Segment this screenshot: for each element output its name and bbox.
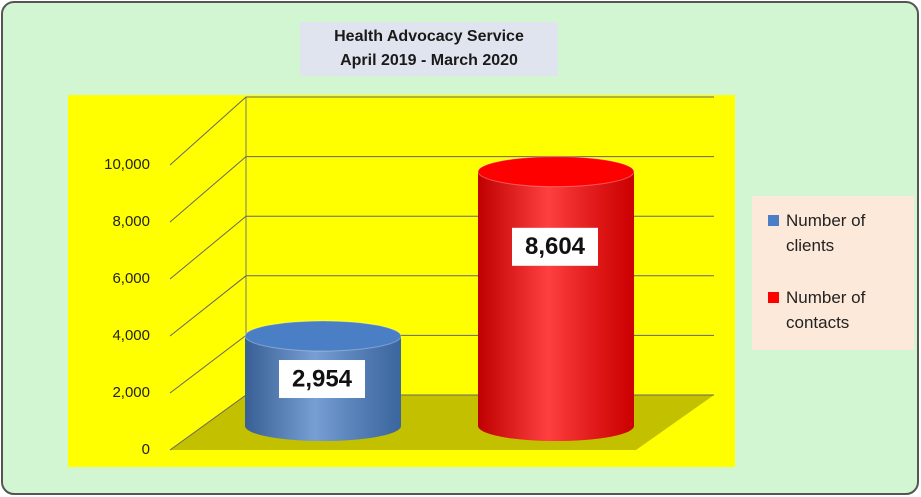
title-box: Health Advocacy Service April 2019 - Mar… bbox=[300, 22, 558, 76]
cylinder-top bbox=[244, 320, 402, 352]
y-tick-label: 6,000 bbox=[112, 270, 150, 287]
cylinder-top bbox=[477, 156, 635, 188]
legend-label: Number of contacts bbox=[786, 288, 866, 332]
data-label-box bbox=[279, 360, 365, 399]
chart-subtitle: April 2019 - March 2020 bbox=[340, 52, 518, 69]
legend: Number of clients Number of contacts bbox=[752, 196, 914, 350]
y-tick-label: 10,000 bbox=[104, 156, 150, 173]
legend-entry: Number of clients bbox=[768, 208, 908, 258]
cylinder-shade bbox=[478, 171, 634, 441]
grid-line bbox=[169, 156, 714, 223]
legend-swatch bbox=[768, 292, 779, 303]
legend-label: Number of clients bbox=[786, 211, 866, 255]
legend-swatch bbox=[768, 215, 779, 226]
grid-line bbox=[169, 96, 714, 166]
data-label: 8,604 bbox=[525, 233, 586, 260]
y-tick-label: 4,000 bbox=[112, 327, 150, 344]
cylinder bbox=[477, 156, 635, 441]
legend-entry: Number of contacts bbox=[768, 285, 908, 335]
y-tick-label: 2,000 bbox=[112, 384, 150, 401]
chart-title: Health Advocacy Service bbox=[334, 28, 524, 45]
y-tick-label: 8,000 bbox=[112, 213, 150, 230]
y-tick-label: 0 bbox=[142, 441, 150, 458]
data-label-box bbox=[512, 227, 598, 266]
data-label: 2,954 bbox=[292, 365, 353, 392]
